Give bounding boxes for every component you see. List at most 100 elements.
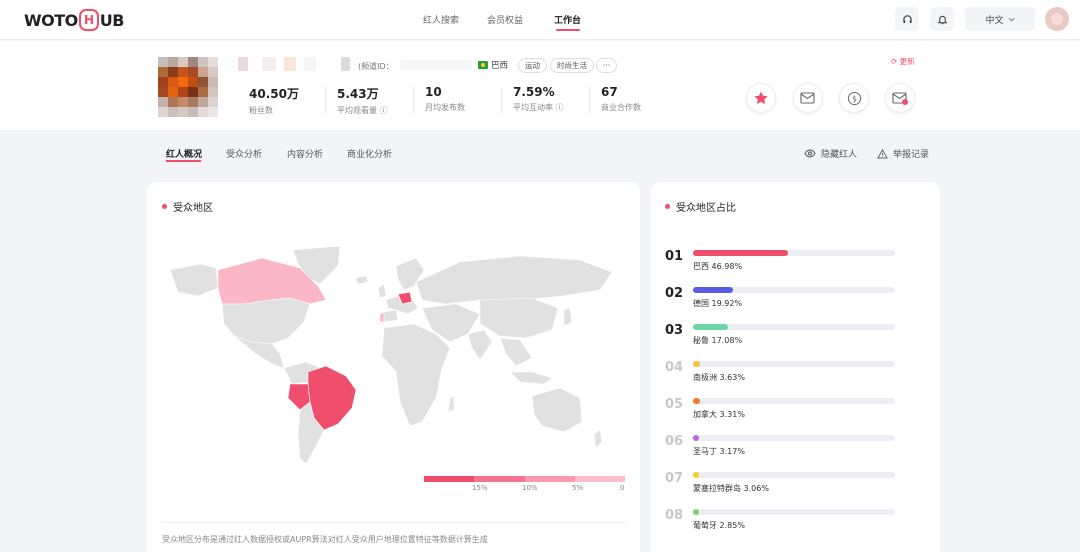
rank-label: 加拿大 3.31%: [693, 410, 745, 419]
user-avatar[interactable]: [1045, 7, 1069, 31]
legend-band-high: [424, 476, 475, 482]
legend-tick-0: 0: [620, 484, 625, 492]
map-region-madagascar: [447, 395, 455, 413]
rank-bar-track: [693, 361, 895, 367]
stat-divider: [589, 87, 590, 113]
rank-bar-track: [693, 287, 895, 293]
nav-membership[interactable]: 会员权益: [487, 16, 524, 26]
pricing-button[interactable]: $: [839, 83, 869, 113]
world-map[interactable]: [160, 238, 630, 470]
tag-fashion-life[interactable]: 时尚生活: [550, 58, 594, 73]
channel-id-label: (频道ID：: [358, 62, 394, 71]
stat-label: 商业合作数: [601, 103, 641, 112]
tab-overview[interactable]: 红人概况: [166, 150, 203, 160]
map-region-japan: [563, 307, 573, 327]
stat-avg-views: 5.43万 平均观看量 ⓘ: [337, 85, 388, 117]
favorite-button[interactable]: [746, 83, 776, 113]
map-legend-gradient: [424, 476, 625, 482]
ranking-card-title-text: 受众地区占比: [676, 203, 736, 214]
legend-band-mid-high: [474, 476, 525, 482]
send-email-button[interactable]: [793, 83, 823, 113]
rank-bar-fill: [693, 361, 701, 367]
map-region-brazil: [307, 365, 357, 431]
logo-mark: H: [78, 9, 99, 31]
rank-bar-fill: [693, 398, 700, 404]
rank-number: 01: [665, 249, 684, 264]
nav-workbench[interactable]: 工作台: [554, 16, 582, 26]
legend-tick-5: 5%: [572, 484, 584, 492]
headset-button[interactable]: [895, 7, 919, 31]
rank-bar-fill: [693, 472, 700, 478]
report-history-link[interactable]: 举报记录: [877, 147, 929, 160]
map-card-title: 受众地区: [162, 199, 213, 214]
top-nav: WOTO H UB 红人搜索 会员权益 工作台 中文: [0, 0, 1080, 40]
refresh-link[interactable]: ⟳ 更新: [891, 57, 915, 66]
map-region-uk: [377, 283, 387, 299]
map-region-argentina-chile: [297, 401, 325, 465]
rank-number: 04: [665, 360, 684, 375]
tag-more[interactable]: ···: [596, 58, 618, 73]
rank-number: 03: [665, 323, 684, 338]
stat-label: 平均观看量 ⓘ: [337, 106, 388, 115]
rank-bar-fill: [693, 250, 788, 256]
notification-button[interactable]: [930, 7, 954, 31]
map-card-title-text: 受众地区: [173, 203, 213, 214]
rank-bar-track: [693, 250, 895, 256]
mail-send-icon: [800, 92, 815, 104]
map-region-spain: [383, 309, 399, 323]
map-region-portugal: [379, 311, 385, 323]
map-region-alaska: [169, 263, 219, 297]
report-history-label: 举报记录: [893, 150, 930, 160]
rank-label: 德国 19.92%: [693, 299, 743, 308]
hide-influencer-link[interactable]: 隐藏红人: [804, 147, 857, 160]
legend-band-low: [574, 476, 625, 482]
rank-label: 巴西 46.98%: [693, 262, 743, 271]
stat-divider: [413, 87, 414, 113]
rank-label: 蒙塞拉特群岛 3.06%: [693, 484, 769, 493]
rank-label: 圣马丁 3.17%: [693, 447, 745, 456]
tag-sports[interactable]: 运动: [518, 58, 547, 73]
map-region-indonesia: [509, 371, 553, 385]
tab-commercial[interactable]: 商业化分析: [347, 150, 393, 160]
rank-label: 南极洲 3.63%: [693, 373, 745, 382]
country-label: 巴西: [491, 61, 509, 71]
star-icon: [754, 91, 768, 104]
language-selector[interactable]: 中文: [965, 7, 1035, 31]
chevron-down-icon: [1008, 17, 1014, 21]
map-footnote: 受众地区分布是通过红人数据授权或AUPR算法对红人受众用户地理位置特征等数据计算…: [162, 535, 488, 544]
stat-value: 7.59%: [513, 85, 555, 99]
info-icon[interactable]: ⓘ: [555, 103, 564, 112]
legend-band-mid-low: [524, 476, 575, 482]
stat-divider: [325, 87, 326, 113]
envelope-icon: [892, 92, 908, 105]
map-region-russia: [415, 255, 613, 305]
logo-text-left: WOTO: [24, 10, 78, 30]
tab-content[interactable]: 内容分析: [287, 150, 324, 160]
map-region-southeast-asia: [499, 337, 533, 367]
nav-influencer-search[interactable]: 红人搜索: [423, 16, 460, 26]
influencer-avatar[interactable]: [158, 57, 218, 117]
title-dot: [162, 204, 167, 209]
svg-text:$: $: [852, 94, 857, 103]
nav-active-underline: [556, 29, 580, 31]
tab-active-underline: [166, 160, 201, 162]
map-region-new-zealand: [593, 429, 603, 449]
rank-bar-track: [693, 435, 895, 441]
logo[interactable]: WOTO H UB: [24, 8, 124, 32]
info-icon[interactable]: ⓘ: [379, 106, 388, 115]
dollar-icon: $: [847, 91, 861, 105]
stat-divider: [501, 87, 502, 113]
rank-number: 07: [665, 471, 684, 486]
rank-label: 葡萄牙 2.85%: [693, 521, 745, 530]
profile-header: (频道ID： 巴西 运动 时尚生活 ··· ⟳ 更新 40.50万 粉丝数 5.…: [0, 41, 1080, 130]
message-button[interactable]: [885, 83, 915, 113]
map-region-east-asia: [479, 297, 559, 339]
rank-bar-fill: [693, 509, 699, 515]
name-blur-3: [284, 57, 296, 71]
stat-business-collabs: 67 商业合作数: [601, 85, 641, 117]
channel-id-blur: [400, 60, 472, 70]
rank-number: 06: [665, 434, 684, 449]
tab-audience[interactable]: 受众分析: [226, 150, 263, 160]
map-region-india: [467, 329, 493, 361]
stat-value: 40.50万: [249, 87, 299, 101]
